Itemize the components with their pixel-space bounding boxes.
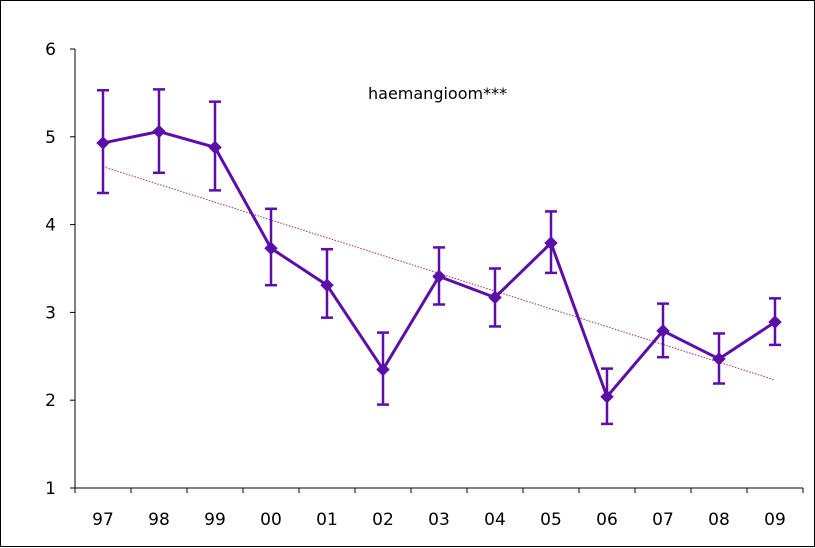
x-tick-label: 09	[764, 510, 786, 530]
trendline-layer	[102, 166, 776, 381]
data-point	[432, 269, 446, 284]
data-point	[544, 236, 558, 250]
x-tick-label: 03	[428, 510, 450, 530]
x-tick-label: 02	[372, 510, 394, 530]
y-tick-label: 3	[45, 303, 56, 323]
x-tick-label: 99	[204, 510, 226, 530]
x-axis-ticks: 97 98 99 00 01 02 03 04 05 06 07 08 09	[74, 488, 804, 530]
data-point	[264, 241, 278, 256]
x-tick-label: 08	[708, 510, 730, 530]
data-point	[768, 315, 782, 329]
y-tick-label: 2	[45, 391, 56, 411]
data-point	[96, 136, 110, 150]
data-point	[656, 324, 670, 338]
error-bars-layer	[97, 88, 781, 426]
x-tick-label: 05	[540, 510, 562, 530]
axes	[74, 49, 803, 489]
data-point	[152, 124, 166, 139]
x-tick-label: 04	[484, 510, 506, 530]
x-tick-label: 06	[596, 510, 618, 530]
x-tick-label: 01	[316, 510, 338, 530]
y-tick-label: 1	[45, 479, 56, 499]
y-tick-label: 4	[45, 216, 56, 236]
chart-annotation: haemangioom***	[368, 84, 507, 103]
y-tick-label: 6	[45, 40, 56, 60]
x-tick-label: 07	[652, 510, 674, 530]
x-tick-label: 00	[260, 510, 282, 530]
data-point	[712, 352, 726, 366]
data-point	[600, 389, 614, 404]
x-tick-label: 97	[92, 510, 114, 530]
y-tick-label: 5	[45, 128, 56, 148]
data-point	[376, 362, 390, 377]
data-point	[488, 290, 502, 305]
series-layer	[96, 124, 782, 404]
x-tick-label: 98	[148, 510, 170, 530]
data-point	[208, 140, 222, 155]
trendline	[102, 166, 776, 381]
data-point	[320, 278, 334, 292]
y-axis-ticks: 1 2 3 4 5 6	[45, 40, 75, 499]
